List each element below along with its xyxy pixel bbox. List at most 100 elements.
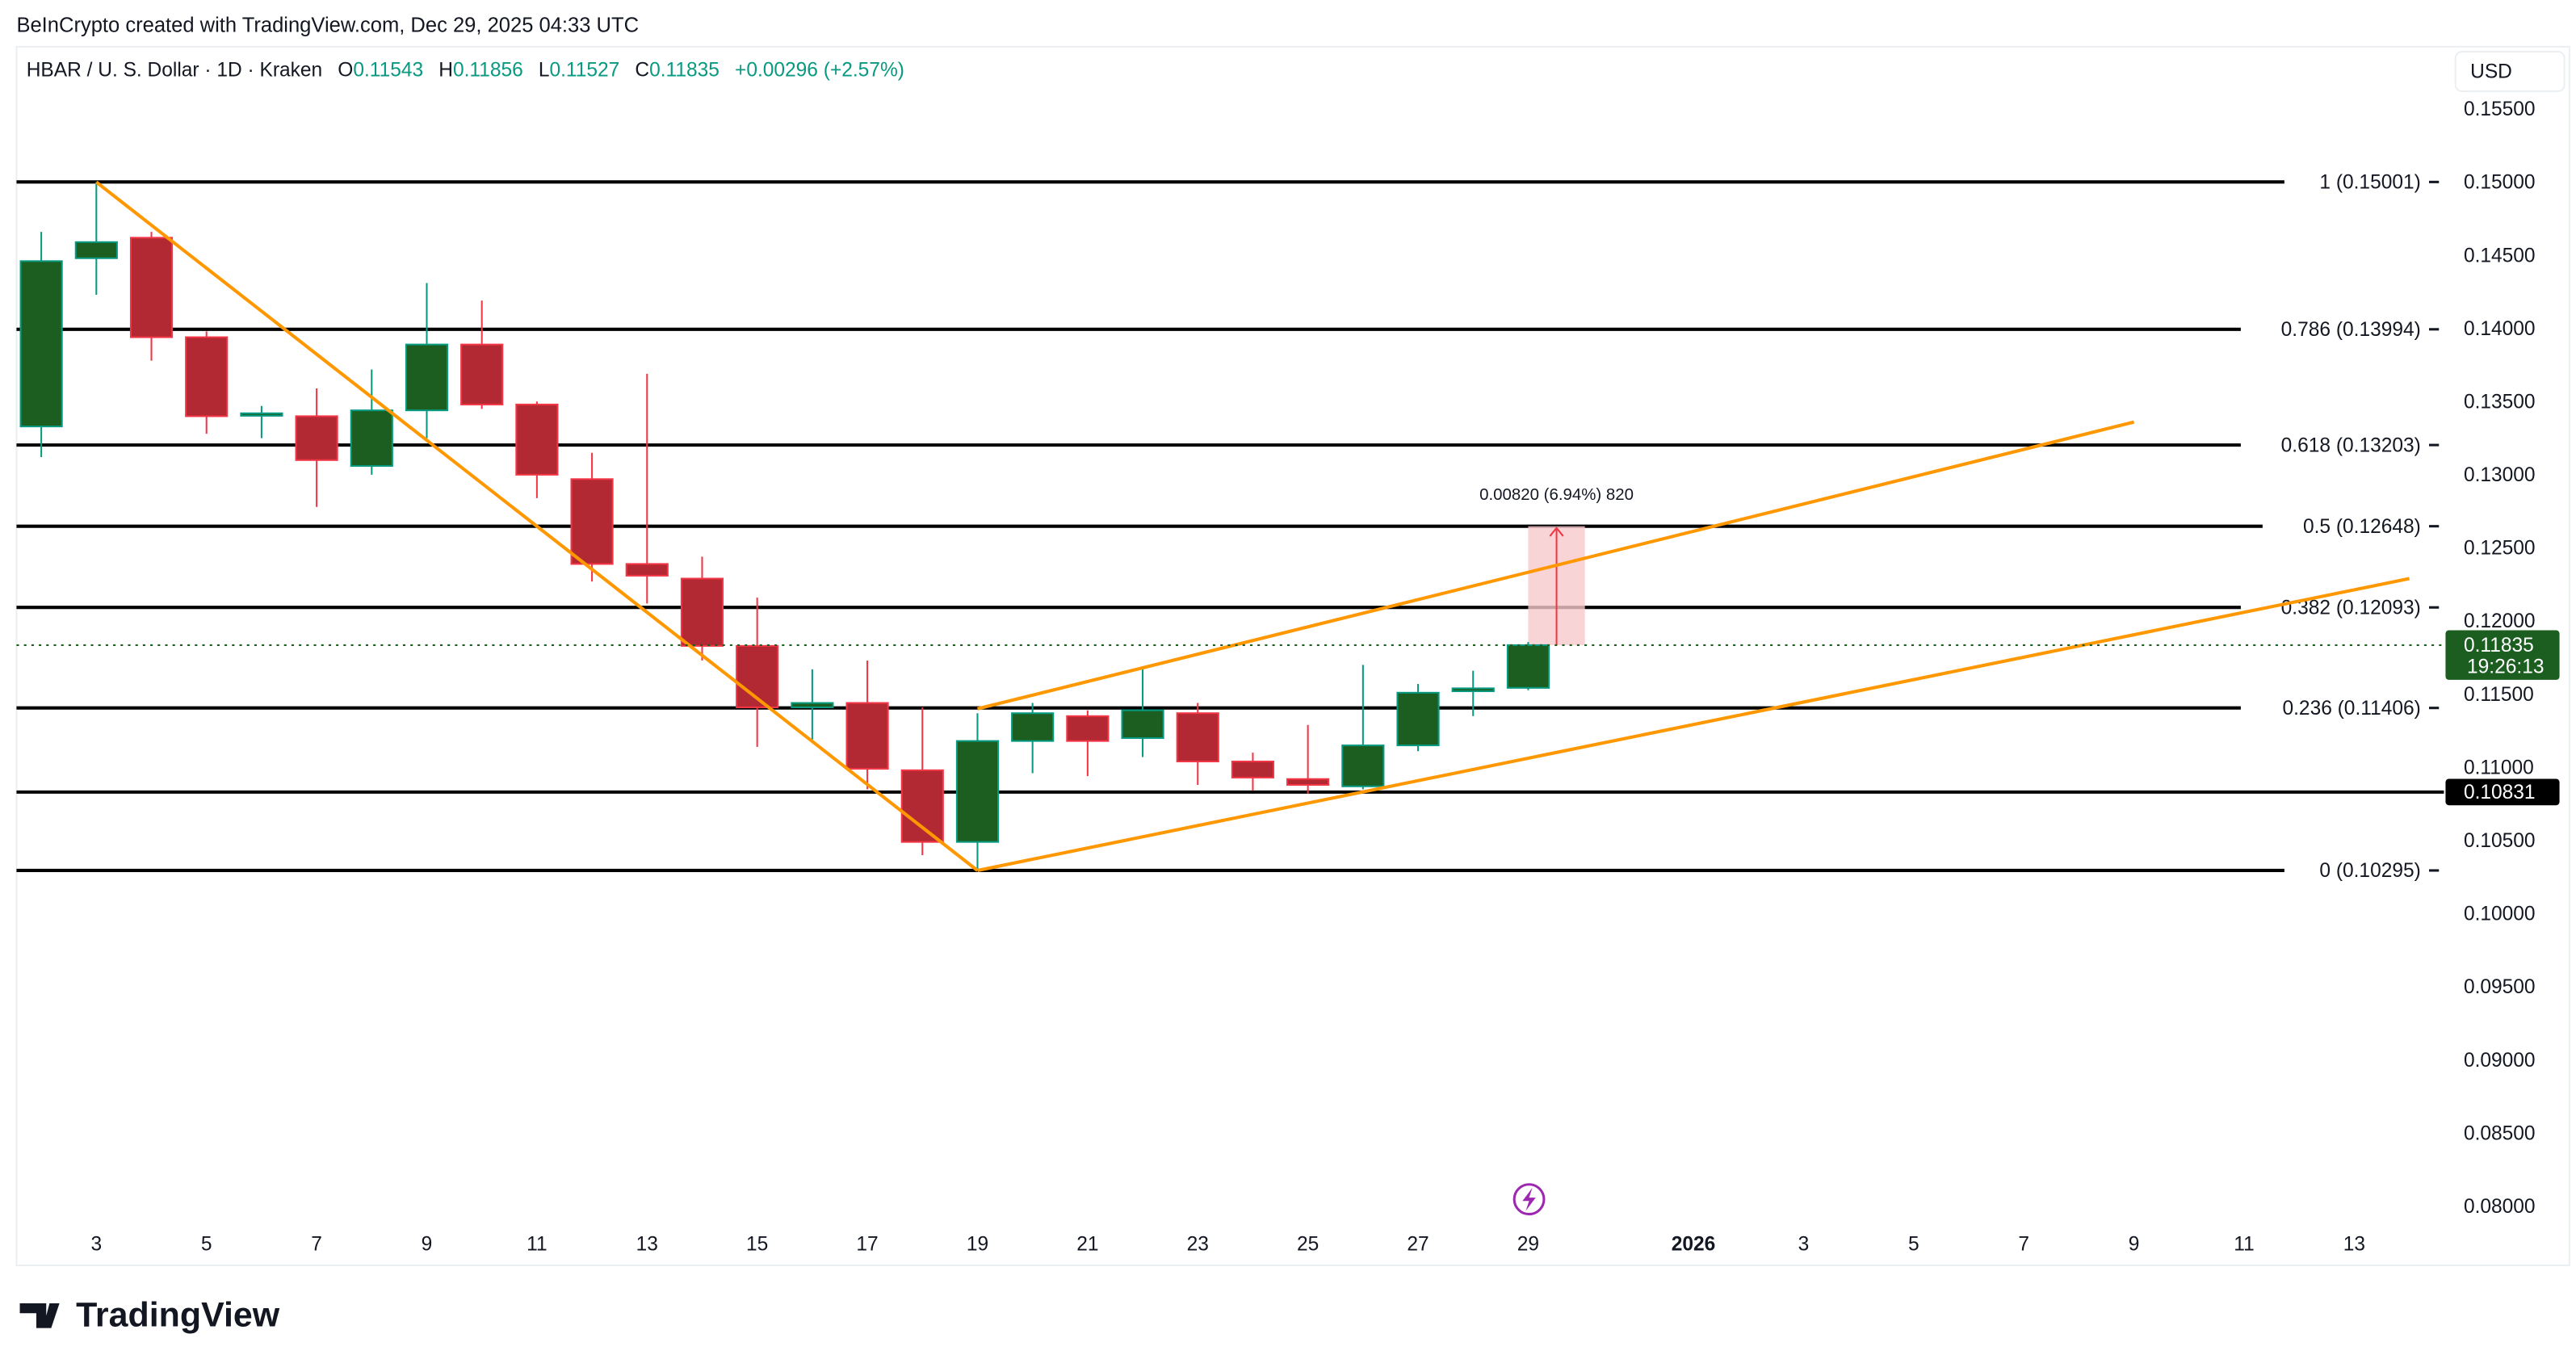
open-value: 0.11543 <box>353 60 423 82</box>
fib-retracement[interactable]: 1 (0.15001) 0.786 (0.13994) 0.618 (0.13203… <box>16 172 2440 883</box>
price-tick-label: 0.15000 <box>2464 172 2536 194</box>
trendline[interactable] <box>976 420 2135 711</box>
price-tick-label: 0.11000 <box>2464 757 2534 778</box>
candle-body <box>845 702 889 770</box>
candle-body <box>1066 715 1110 742</box>
low-value: 0.11527 <box>549 60 619 82</box>
candle <box>570 452 614 582</box>
time-tick-label: 9 <box>2129 1234 2140 1256</box>
tradingview-logo[interactable]: TradingView <box>19 1296 280 1335</box>
attribution: BeInCrypto created with TradingView.com,… <box>16 14 639 36</box>
price-tick-label: 0.13000 <box>2464 464 2536 486</box>
candle <box>515 401 559 498</box>
candle-body <box>1121 709 1164 740</box>
fib-level-label: 0.5 (0.12648) <box>2303 516 2421 538</box>
candle-body <box>570 478 614 565</box>
time-tick-label: 11 <box>527 1234 547 1256</box>
candle <box>1011 703 1055 774</box>
fib-level-label: 0.786 (0.13994) <box>2281 319 2421 341</box>
candle <box>350 369 393 475</box>
time-tick-label: 9 <box>422 1234 433 1256</box>
time-tick-label: 13 <box>636 1234 658 1256</box>
candle-body <box>240 412 283 417</box>
price-tick-label: 0.13500 <box>2464 391 2536 413</box>
price-tick-label: 0.14000 <box>2464 318 2536 340</box>
candle <box>1121 668 1164 757</box>
measure-arrow-head-icon <box>1549 526 1564 537</box>
fib-level-label: 0.618 (0.13203) <box>2281 434 2421 456</box>
candle-body <box>1286 778 1330 787</box>
candle <box>900 707 944 855</box>
candle <box>19 232 63 458</box>
time-axis[interactable]: 3 5 7 9 11 13 15 17 19 21 23 25 27 29 2026 3 5 7 9 11 13 <box>90 1234 2365 1256</box>
time-tick-label: 3 <box>90 1234 102 1256</box>
brand-name: TradingView <box>76 1296 280 1335</box>
candle-body <box>1396 691 1440 747</box>
fib-level-label: 1 (0.15001) <box>2319 172 2420 194</box>
candles <box>19 182 1550 870</box>
candle <box>460 300 504 409</box>
candle <box>129 232 174 361</box>
time-tick-label: 19 <box>967 1234 988 1256</box>
price-range-measure[interactable]: 0.00820 (6.94%) 820 <box>1479 485 1634 645</box>
time-tick-label: 11 <box>2234 1234 2254 1256</box>
currency-button[interactable]: USD <box>2454 50 2566 93</box>
candle-body <box>1451 687 1495 693</box>
candle-body <box>405 343 449 412</box>
time-tick-label: 5 <box>201 1234 212 1256</box>
candle-body <box>680 577 724 647</box>
candle <box>1286 724 1330 794</box>
candle <box>955 713 1000 870</box>
horizontal-line[interactable]: 0.10831 <box>16 778 2560 806</box>
price-tick-label: 0.08500 <box>2464 1122 2536 1144</box>
tradingview-logo-icon <box>19 1303 60 1328</box>
time-tick-label: 29 <box>1517 1234 1539 1256</box>
open-label: O <box>338 60 353 82</box>
price-tick-label: 0.14500 <box>2464 245 2536 266</box>
candle <box>1231 753 1275 791</box>
candle <box>185 331 229 434</box>
candle-body <box>1011 712 1055 742</box>
last-price-badge <box>2445 630 2560 680</box>
trendline[interactable] <box>95 180 979 872</box>
chart-frame <box>15 45 2570 1266</box>
high-value: 0.11856 <box>453 60 523 82</box>
price-tick-label: 0.12000 <box>2464 610 2536 632</box>
fib-level-label: 0.236 (0.11406) <box>2282 698 2420 719</box>
price-tick-label: 0.11500 <box>2464 684 2534 706</box>
candle-body <box>1506 644 1550 689</box>
time-tick-label: 21 <box>1076 1234 1098 1256</box>
candle <box>791 669 834 740</box>
candle-body <box>19 260 63 428</box>
candle <box>1341 665 1385 790</box>
candle-body <box>791 702 834 708</box>
price-axis[interactable]: 0.15500 0.15000 0.14500 0.14000 0.13500 0.130… <box>2464 99 2536 1218</box>
price-tick-label: 0.08000 <box>2464 1196 2536 1218</box>
candle-body <box>1231 760 1275 778</box>
candle <box>1506 642 1550 690</box>
candle-body <box>350 409 393 468</box>
candle-body <box>955 740 1000 843</box>
time-tick-label: 5 <box>1908 1234 1919 1256</box>
time-tick-label: 25 <box>1297 1234 1319 1256</box>
trendlines[interactable] <box>95 180 2410 872</box>
candle-body <box>295 415 338 461</box>
candle <box>405 283 449 438</box>
candle <box>1066 710 1110 777</box>
time-tick-label: 23 <box>1187 1234 1209 1256</box>
time-tick-label: 7 <box>311 1234 322 1256</box>
time-tick-label: 27 <box>1407 1234 1429 1256</box>
trendline[interactable] <box>977 577 2410 872</box>
candle-body <box>185 336 229 417</box>
candle <box>240 405 283 438</box>
support-price-label: 0.10831 <box>2464 782 2536 803</box>
candle-body <box>1341 745 1385 787</box>
lightning-icon[interactable] <box>1512 1183 1546 1216</box>
time-tick-label: 2026 <box>1672 1234 1716 1256</box>
measure-label: 0.00820 (6.94%) 820 <box>1479 485 1634 504</box>
candle <box>1451 670 1495 716</box>
symbol-label: HBAR / U. S. Dollar · 1D · Kraken <box>27 60 322 82</box>
candle-body <box>129 237 174 338</box>
